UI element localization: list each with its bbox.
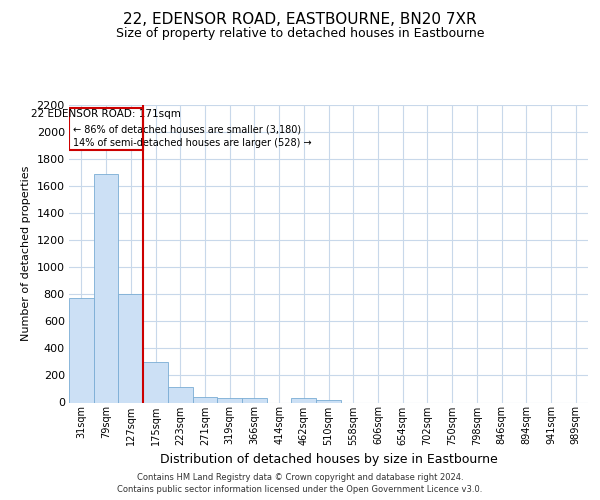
- Bar: [316, 400, 341, 402]
- Text: 14% of semi-detached houses are larger (528) →: 14% of semi-detached houses are larger (…: [73, 138, 311, 148]
- Text: Contains HM Land Registry data © Crown copyright and database right 2024.: Contains HM Land Registry data © Crown c…: [137, 472, 463, 482]
- Bar: [118, 294, 143, 403]
- X-axis label: Distribution of detached houses by size in Eastbourne: Distribution of detached houses by size …: [160, 453, 497, 466]
- Bar: [292, 398, 316, 402]
- Bar: [143, 362, 168, 403]
- Bar: [69, 108, 143, 150]
- Bar: [69, 298, 94, 403]
- Y-axis label: Number of detached properties: Number of detached properties: [21, 166, 31, 342]
- Text: 22, EDENSOR ROAD, EASTBOURNE, BN20 7XR: 22, EDENSOR ROAD, EASTBOURNE, BN20 7XR: [123, 12, 477, 28]
- Bar: [168, 387, 193, 402]
- Text: Size of property relative to detached houses in Eastbourne: Size of property relative to detached ho…: [116, 28, 484, 40]
- Text: 22 EDENSOR ROAD: 171sqm: 22 EDENSOR ROAD: 171sqm: [31, 109, 181, 119]
- Bar: [242, 398, 267, 402]
- Text: ← 86% of detached houses are smaller (3,180): ← 86% of detached houses are smaller (3,…: [73, 124, 301, 134]
- Text: Contains public sector information licensed under the Open Government Licence v3: Contains public sector information licen…: [118, 485, 482, 494]
- Bar: [217, 398, 242, 402]
- Bar: [193, 397, 217, 402]
- Bar: [94, 174, 118, 402]
